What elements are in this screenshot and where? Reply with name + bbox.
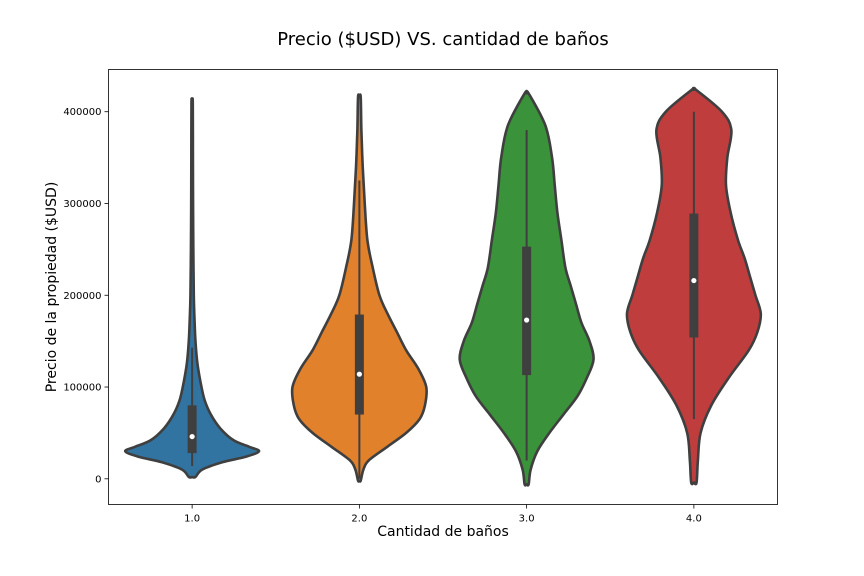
- x-axis-label: Cantidad de baños: [377, 524, 509, 540]
- violin-4.0: [625, 86, 763, 486]
- violin-median-point: [691, 277, 697, 284]
- violin-1.0: [123, 97, 261, 479]
- y-axis-ticks: 0 100000 200000 300000 400000: [63, 107, 109, 485]
- plot-frame: [108, 69, 778, 505]
- y-tick-label: 0: [95, 474, 101, 485]
- violin-iqr-box: [689, 213, 699, 338]
- x-tick-label: 1.0: [184, 514, 200, 525]
- y-tick-label: 300000: [63, 199, 101, 210]
- violin-median-point: [356, 371, 362, 377]
- violin-iqr-box: [187, 405, 197, 454]
- violins-layer: [123, 86, 763, 487]
- violin-iqr-box: [522, 246, 532, 376]
- x-tick-label: 3.0: [519, 514, 535, 525]
- violin-iqr-box: [354, 314, 364, 415]
- violin-body: [123, 97, 261, 479]
- y-tick-label: 200000: [63, 291, 101, 302]
- y-tick-label: 400000: [63, 107, 101, 118]
- violin-median-point: [524, 317, 530, 323]
- chart-title: Precio ($USD) VS. cantidad de baños: [277, 29, 609, 50]
- violin-2.0: [290, 93, 428, 483]
- x-tick-label: 4.0: [686, 514, 702, 525]
- violin-median-point: [189, 433, 195, 440]
- x-tick-label: 2.0: [351, 514, 367, 525]
- x-axis-ticks: 1.0 2.0 3.0 4.0: [184, 504, 702, 525]
- y-axis-label: Precio de la propiedad ($USD): [44, 182, 60, 393]
- violin-3.0: [458, 89, 595, 487]
- y-tick-label: 100000: [63, 383, 101, 394]
